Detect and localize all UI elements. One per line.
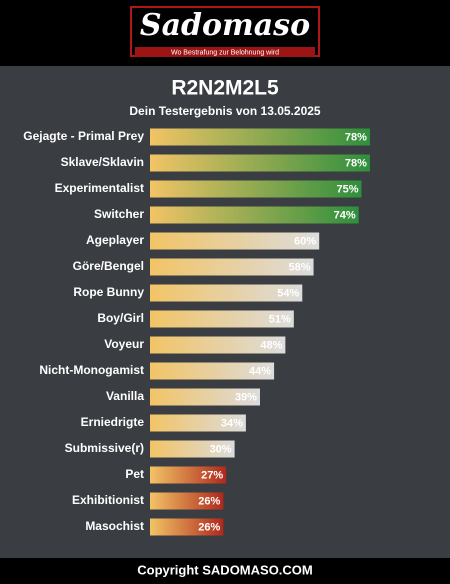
value-label: 27% <box>201 469 223 481</box>
tagline-bg <box>135 47 315 57</box>
value-label: 78% <box>345 157 367 169</box>
value-label: 51% <box>269 313 291 325</box>
value-label: 54% <box>277 287 299 299</box>
category-label: Rope Bunny <box>73 285 144 299</box>
value-label: 34% <box>221 417 243 429</box>
bar <box>150 362 275 380</box>
bar <box>150 336 286 354</box>
value-label: 58% <box>289 261 311 273</box>
category-label: Erniedrigte <box>81 415 145 429</box>
category-label: Sklave/Sklavin <box>61 155 144 169</box>
bar <box>150 284 303 302</box>
footer-bg <box>0 558 450 584</box>
footer[interactable]: Copyright SADOMASO.COM <box>137 562 313 577</box>
category-label: Ageplayer <box>86 233 144 247</box>
bar <box>150 310 294 328</box>
category-label: Masochist <box>85 519 144 533</box>
value-label: 60% <box>294 235 316 247</box>
category-label: Exhibitionist <box>72 493 144 507</box>
bar <box>150 466 227 484</box>
value-label: 26% <box>198 495 220 507</box>
category-label: Switcher <box>94 207 144 221</box>
value-label: 78% <box>345 131 367 143</box>
category-label: Pet <box>125 467 144 481</box>
category-label: Experimentalist <box>55 181 144 195</box>
bar <box>150 518 224 536</box>
category-label: Gejagte - Primal Prey <box>23 129 144 143</box>
value-label: 74% <box>334 209 356 221</box>
logo[interactable]: Sadomaso <box>140 8 310 43</box>
value-label: 30% <box>210 443 232 455</box>
bar <box>150 388 260 406</box>
value-label: 39% <box>235 391 257 403</box>
category-label: Göre/Bengel <box>73 259 144 273</box>
value-label: 44% <box>249 365 271 377</box>
bar <box>150 154 370 172</box>
value-label: 26% <box>198 521 220 533</box>
bar <box>150 258 314 276</box>
chart-subtitle: Dein Testergebnis von 13.05.2025 <box>129 104 321 118</box>
category-label: Nicht-Monogamist <box>39 363 144 377</box>
bar <box>150 128 370 146</box>
bar <box>150 414 246 432</box>
bar <box>150 206 359 224</box>
category-label: Submissive(r) <box>65 441 144 455</box>
tagline: Wo Bestrafung zur Belohnung wird <box>171 49 279 56</box>
bar <box>150 492 224 510</box>
category-label: Vanilla <box>106 389 144 403</box>
chart-title: R2N2M2L5 <box>171 77 279 100</box>
category-label: Voyeur <box>104 337 144 351</box>
category-label: Boy/Girl <box>97 311 144 325</box>
bar <box>150 440 235 458</box>
bar <box>150 232 320 250</box>
value-label: 75% <box>336 183 358 195</box>
bar <box>150 180 362 198</box>
value-label: 48% <box>260 339 282 351</box>
